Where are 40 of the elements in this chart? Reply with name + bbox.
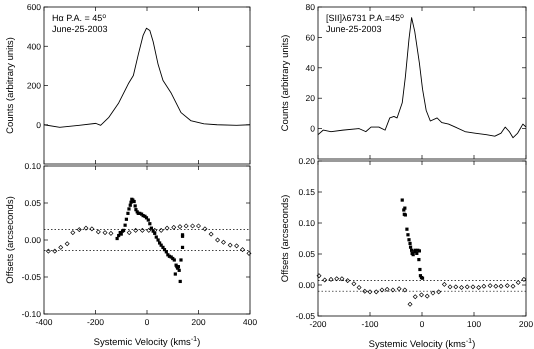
x-tick-label: -100 — [361, 319, 379, 329]
y-tick-label: 0.00 — [298, 280, 316, 290]
x-axis-title: Systemic Velocity (kms$^{-1}$) — [368, 337, 476, 349]
y-tick-label: 0.15 — [298, 187, 316, 197]
y-tick-label: 0.20 — [298, 156, 316, 166]
x-tick-label: 0 — [420, 319, 425, 329]
annotation: [SII]λ6731 P.A.=45$^{o}$ — [326, 12, 404, 23]
y-tick-label: 400 — [26, 41, 42, 52]
x-tick-label: 200 — [191, 317, 206, 327]
x-tick-label: 400 — [242, 317, 258, 327]
y-tick-label: 20 — [306, 93, 316, 104]
x-axis-title: Systemic Velocity (kms$^{-1}$) — [94, 335, 200, 348]
x-tick-label: 200 — [518, 319, 534, 329]
x-tick-label: -200 — [309, 319, 327, 329]
x-tick-label: -200 — [86, 317, 104, 327]
y-tick-label: 40 — [306, 62, 316, 73]
y-tick-label: 0 — [310, 124, 316, 134]
annotation: June-25-2003 — [326, 24, 382, 34]
y-axis-title: Counts (arbitrary units) — [280, 34, 291, 132]
y-tick-label: 0.00 — [24, 235, 42, 245]
y-tick-label: 60 — [306, 32, 316, 42]
x-tick-label: 0 — [144, 317, 150, 327]
annotation: June-25-2003 — [52, 24, 108, 34]
x-tick-label: -400 — [35, 317, 53, 327]
y-tick-label: -0.10 — [22, 309, 42, 319]
y-tick-label: 0 — [36, 120, 42, 130]
y-tick-label: 0.05 — [298, 249, 316, 259]
y-tick-label: -0.05 — [22, 272, 42, 282]
y-tick-label: 200 — [26, 80, 42, 90]
y-tick-label: -0.05 — [296, 311, 316, 321]
y-tick-label: 0.05 — [24, 198, 42, 208]
x-tick-label: 100 — [466, 319, 482, 329]
y-tick-label: 0.10 — [24, 161, 42, 171]
y-tick-label: 0.10 — [298, 218, 316, 228]
y-axis-title: Offsets (arcseconds) — [5, 196, 16, 284]
y-tick-label: 80 — [306, 2, 316, 12]
y-tick-label: 600 — [26, 2, 42, 12]
y-axis-title: Offsets (arcseconds) — [280, 194, 291, 282]
annotation: Hα P.A. = 45$^{o}$ — [52, 12, 106, 23]
y-axis-title: Counts (arbitrary units) — [5, 37, 16, 134]
